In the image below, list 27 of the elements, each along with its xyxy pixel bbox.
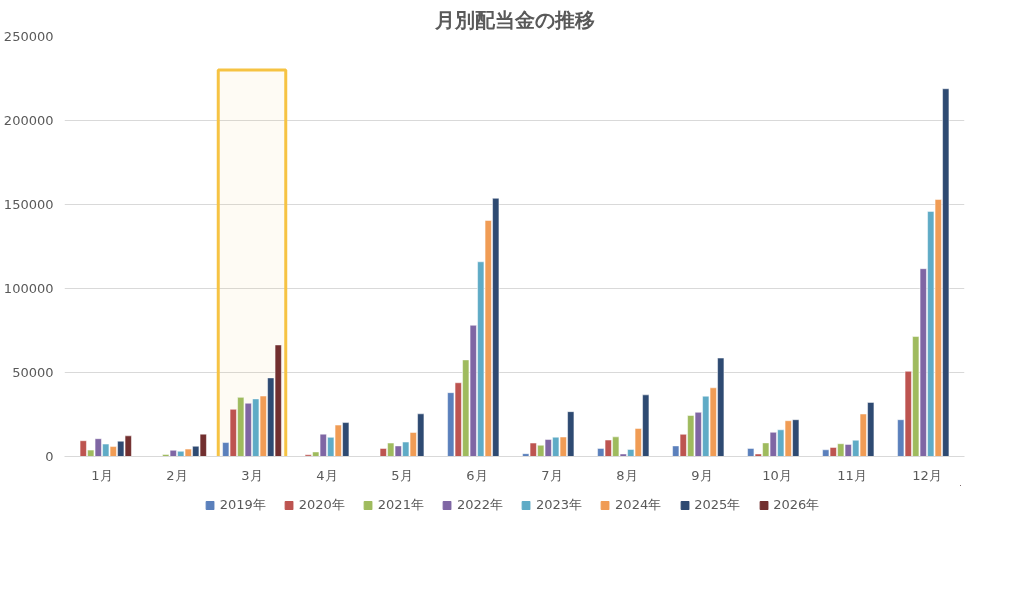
y-tick-label: 250000 xyxy=(3,29,54,44)
legend-label: 2023年 xyxy=(536,496,583,514)
y-tick-label: 100000 xyxy=(3,281,54,296)
y-tick-label: 50000 xyxy=(12,365,54,380)
x-tick-label: 12月 xyxy=(912,467,942,483)
x-tick-label: 1月 xyxy=(91,467,113,483)
x-tick-label: 3月 xyxy=(241,467,263,483)
legend-label: 2021年 xyxy=(377,496,424,514)
y-tick-label: 150000 xyxy=(3,197,54,212)
y-tick-label: 0 xyxy=(45,449,54,464)
x-tick-label: 9月 xyxy=(691,467,713,483)
x-tick-label: 8月 xyxy=(616,467,638,483)
y-tick-label: 200000 xyxy=(3,113,54,128)
legend-label: 2020年 xyxy=(298,496,345,514)
x-tick-label: 11月 xyxy=(837,467,867,483)
legend-label: 2025年 xyxy=(694,496,741,514)
x-tick-label: 6月 xyxy=(466,467,488,483)
x-tick-label: 4月 xyxy=(316,467,338,483)
legend-label: 2019年 xyxy=(219,496,266,514)
x-tick-label: 2月 xyxy=(166,467,188,483)
x-tick-label: 10月 xyxy=(762,467,792,483)
legend-label: 2024年 xyxy=(615,496,662,514)
legend-label: 2026年 xyxy=(773,496,820,514)
x-tick-label: 7月 xyxy=(541,467,563,483)
legend-label: 2022年 xyxy=(456,496,503,514)
x-tick-label: 5月 xyxy=(391,467,413,483)
chart-title: 月別配当金の推移 xyxy=(433,7,595,32)
